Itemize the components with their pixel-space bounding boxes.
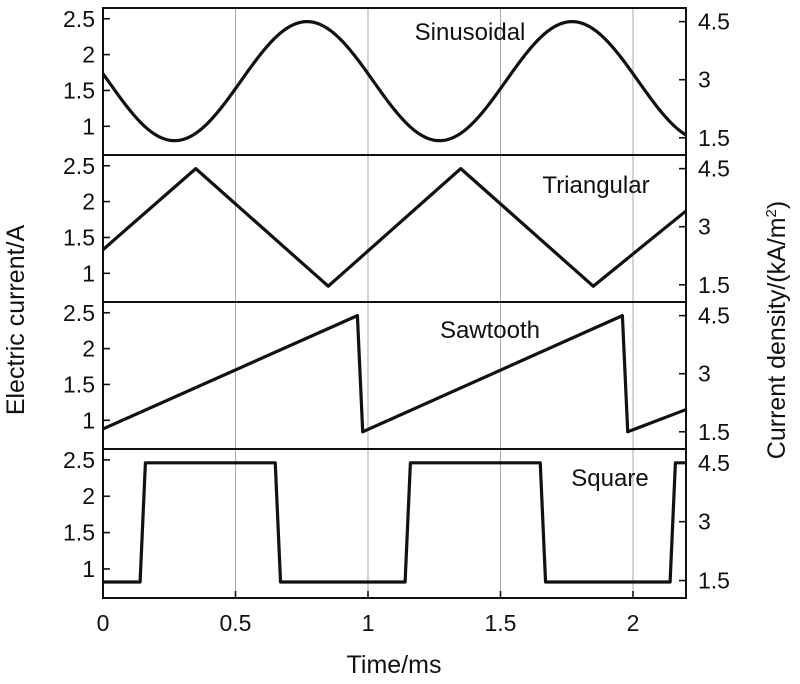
- left-y-tick-label: 2.5: [63, 153, 95, 179]
- right-y-tick-label: 4.5: [698, 303, 730, 329]
- panels-group: 1 1.5 2 2.5 1.5 3 4.5 Sinusoidal 1 1.5 2 2.5 1.5 3 4.5…: [63, 6, 730, 599]
- series-line-sawtooth: [102, 314, 687, 434]
- x-axis-title: Time/ms: [347, 651, 442, 679]
- right-y-tick-label: 1.5: [698, 125, 730, 151]
- left-y-tick-label: 1: [82, 260, 95, 286]
- left-y-axis-title: Electric current/A: [2, 225, 30, 416]
- x-tick-label: 1.5: [485, 610, 517, 636]
- right-y-tick-label: 1.5: [698, 419, 730, 445]
- x-tick-label: 0: [97, 610, 110, 636]
- x-axis: 0 0.5 1 1.5 2: [97, 591, 640, 636]
- series-line-triangular: [101, 167, 688, 288]
- left-y-tick-label: 1: [82, 407, 95, 433]
- right-y-tick-label: 3: [698, 67, 711, 93]
- panel-title-sinusoidal: Sinusoidal: [415, 19, 526, 46]
- left-y-tick-label: 2: [82, 483, 95, 509]
- panel-frame: [102, 7, 687, 156]
- panel-title-triangular: Triangular: [542, 172, 649, 199]
- left-y-tick-label: 1: [82, 556, 95, 582]
- left-y-tick-label: 2: [82, 42, 95, 68]
- panel-triangular: 1 1.5 2 2.5 1.5 3 4.5 Triangular: [63, 153, 730, 303]
- right-y-tick-label: 3: [698, 361, 711, 387]
- right-y-tick-label: 1.5: [698, 272, 730, 298]
- panel-title-sawtooth: Sawtooth: [440, 317, 540, 344]
- left-y-tick-label: 2: [82, 336, 95, 362]
- series-line-sinusoidal: [101, 20, 687, 143]
- left-y-tick-label: 1.5: [63, 77, 95, 103]
- panel-title-square: Square: [571, 465, 648, 492]
- left-y-tick-label: 1.5: [63, 520, 95, 546]
- left-y-tick-label: 2.5: [63, 300, 95, 326]
- panel-frame: [102, 301, 687, 450]
- right-y-tick-label: 4.5: [698, 9, 730, 35]
- left-y-tick-label: 1.5: [63, 224, 95, 250]
- panel-sinusoidal: 1 1.5 2 2.5 1.5 3 4.5 Sinusoidal: [63, 6, 730, 156]
- right-y-tick-label: 4.5: [698, 450, 730, 476]
- left-y-tick-label: 2: [82, 189, 95, 215]
- right-y-tick-label: 1.5: [698, 568, 730, 594]
- right-y-axis-title: Current density/(kA/m2): [763, 201, 791, 459]
- panel-sawtooth: 1 1.5 2 2.5 1.5 3 4.5 Sawtooth: [63, 300, 730, 450]
- left-y-tick-label: 2.5: [63, 447, 95, 473]
- right-y-tick-label: 3: [698, 214, 711, 240]
- left-y-tick-label: 2.5: [63, 6, 95, 32]
- left-y-tick-label: 1.5: [63, 371, 95, 397]
- x-tick-label: 0.5: [220, 610, 252, 636]
- panel-frame: [102, 448, 687, 599]
- x-tick-label: 2: [627, 610, 640, 636]
- left-y-tick-label: 1: [82, 113, 95, 139]
- panel-square: 1 1.5 2 2.5 1.5 3 4.5 Square: [63, 447, 730, 599]
- right-y-tick-label: 3: [698, 509, 711, 535]
- x-tick-label: 1: [362, 610, 375, 636]
- right-y-tick-label: 4.5: [698, 156, 730, 182]
- series-line-square: [103, 461, 686, 584]
